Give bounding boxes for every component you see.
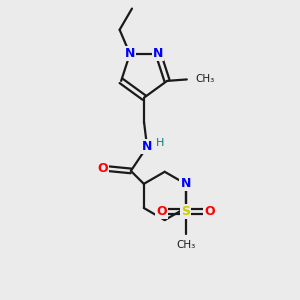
Text: O: O — [98, 162, 109, 175]
Text: CH₃: CH₃ — [196, 74, 215, 84]
Text: N: N — [142, 140, 152, 153]
Text: H: H — [156, 138, 164, 148]
Text: N: N — [153, 47, 164, 60]
Text: N: N — [180, 177, 191, 190]
Text: O: O — [205, 205, 215, 218]
Text: S: S — [181, 205, 190, 218]
Text: CH₃: CH₃ — [176, 240, 195, 250]
Text: O: O — [156, 205, 167, 218]
Text: N: N — [125, 47, 135, 60]
